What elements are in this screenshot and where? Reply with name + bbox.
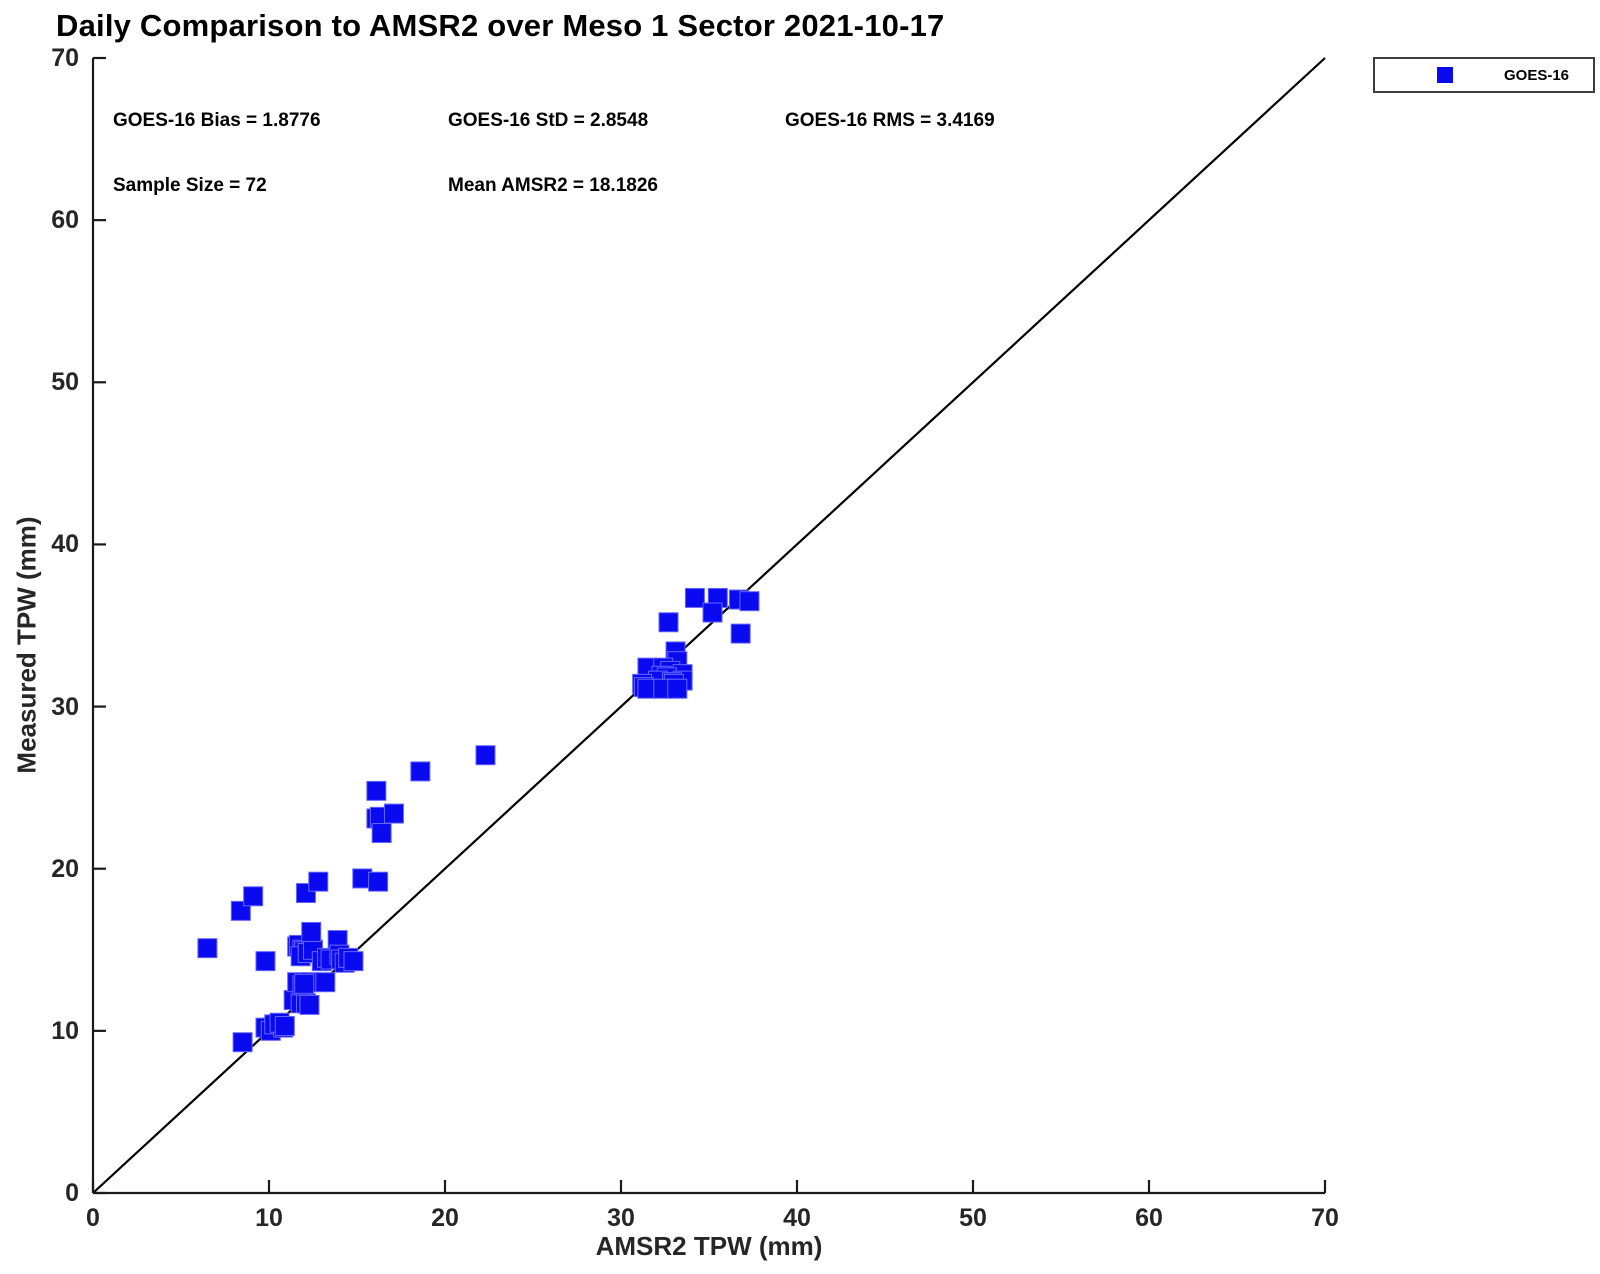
x-tick-label: 70	[1311, 1204, 1339, 1232]
data-point	[383, 803, 404, 824]
y-tick-label: 30	[51, 692, 79, 721]
data-point	[371, 823, 392, 844]
data-point	[343, 951, 364, 972]
data-point	[475, 745, 496, 766]
x-tick-label: 40	[783, 1204, 811, 1232]
chart-title: Daily Comparison to AMSR2 over Meso 1 Se…	[56, 8, 945, 43]
y-tick-label: 50	[51, 368, 79, 397]
y-tick-label: 70	[51, 44, 79, 72]
data-point	[255, 951, 276, 972]
data-point	[684, 587, 705, 608]
data-point	[658, 612, 679, 633]
stat-rms: GOES-16 RMS = 3.4169	[785, 110, 995, 131]
data-point	[315, 972, 336, 993]
data-point	[232, 1032, 253, 1053]
data-point	[294, 973, 315, 994]
x-tick-label: 0	[86, 1204, 100, 1232]
y-axis-label: Measured TPW (mm)	[11, 516, 42, 774]
legend-box: GOES-16	[1373, 57, 1595, 93]
stat-sample-size: Sample Size = 72	[113, 175, 267, 196]
stat-mean-amsr2: Mean AMSR2 = 18.1826	[448, 175, 658, 196]
data-point	[410, 761, 431, 782]
data-point	[301, 921, 322, 942]
data-point	[197, 938, 218, 959]
y-tick-label: 20	[51, 854, 79, 883]
data-point	[667, 678, 688, 699]
stat-bias: GOES-16 Bias = 1.8776	[113, 110, 321, 131]
data-point	[299, 994, 320, 1015]
legend-series-label: GOES-16	[1504, 66, 1570, 84]
data-point	[702, 602, 723, 623]
x-tick-label: 50	[959, 1204, 987, 1232]
data-point	[308, 871, 329, 892]
data-point	[243, 886, 264, 907]
stat-std: GOES-16 StD = 2.8548	[448, 110, 649, 131]
data-point	[730, 623, 751, 644]
y-tick-label: 60	[51, 206, 79, 235]
x-tick-label: 20	[431, 1204, 459, 1232]
y-tick-label: 10	[51, 1016, 79, 1045]
x-tick-label: 10	[255, 1204, 283, 1232]
y-tick-label: 40	[51, 530, 79, 559]
x-tick-label: 60	[1135, 1204, 1163, 1232]
y-tick-label: 0	[65, 1179, 79, 1207]
data-point	[274, 1015, 295, 1036]
x-tick-label: 30	[607, 1204, 635, 1232]
data-point	[366, 780, 387, 801]
data-point	[739, 591, 760, 612]
data-point	[368, 871, 389, 892]
x-axis-label: AMSR2 TPW (mm)	[595, 1231, 823, 1261]
legend-square-marker-icon	[1437, 67, 1453, 83]
